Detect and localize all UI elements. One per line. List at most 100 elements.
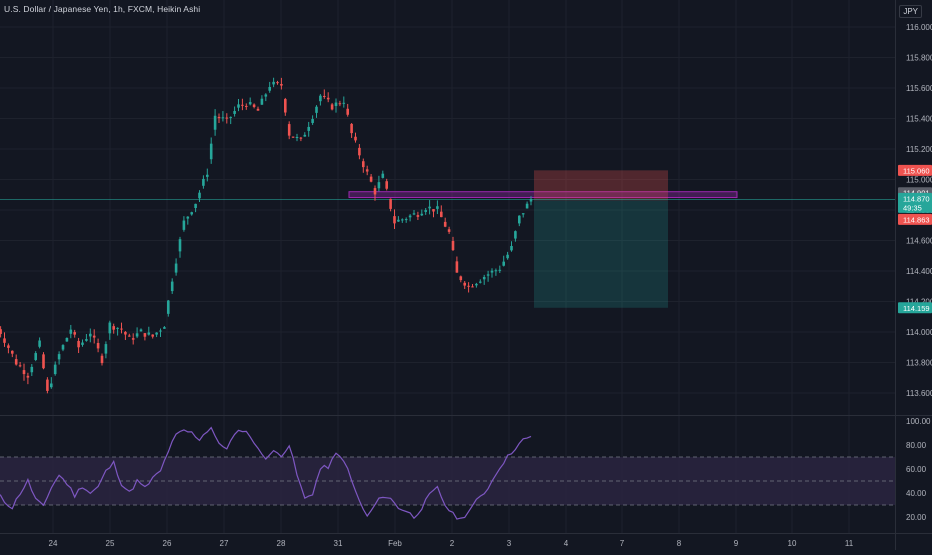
- candle-body: [81, 342, 84, 345]
- price-tick-label: 114.000: [906, 328, 932, 337]
- candle-body: [260, 98, 264, 105]
- candle-body: [213, 115, 217, 130]
- candle-body: [46, 379, 49, 391]
- candle-body: [237, 104, 240, 108]
- candle-body: [416, 215, 420, 217]
- price-label-target: 114.159: [903, 304, 930, 313]
- candle-body: [0, 329, 2, 334]
- price-label-stop: 115.060: [903, 166, 930, 175]
- candle-body: [397, 219, 400, 222]
- currency-label[interactable]: JPY: [899, 5, 922, 18]
- candle-body: [120, 328, 123, 330]
- time-tick-label: 4: [564, 539, 569, 548]
- price-tick-label: 115.400: [906, 115, 932, 124]
- time-tick-label: 2: [450, 539, 455, 548]
- symbol-title[interactable]: U.S. Dollar / Japanese Yen, 1h, FXCM, He…: [4, 4, 201, 14]
- candle-body: [241, 104, 244, 106]
- candle-body: [330, 104, 334, 110]
- candle-body: [276, 82, 279, 84]
- price-tick-label: 115.000: [906, 176, 932, 185]
- candle-body: [362, 161, 365, 168]
- candle-body: [245, 105, 248, 107]
- candle-body: [38, 340, 41, 347]
- candle-body: [22, 370, 26, 375]
- time-tick-label: 26: [163, 539, 172, 548]
- candle-body: [217, 116, 221, 119]
- candle-body: [186, 216, 190, 219]
- rsi-tick-label: 40.00: [906, 489, 927, 498]
- candle-body: [432, 209, 435, 212]
- price-label-countdown: 49:35: [903, 203, 922, 212]
- candle-body: [401, 219, 404, 221]
- candle-body: [100, 355, 104, 364]
- candle-body: [225, 117, 229, 119]
- candle-body: [482, 277, 486, 280]
- candle-body: [190, 212, 193, 215]
- candle-body: [163, 327, 166, 329]
- candle-body: [34, 353, 37, 360]
- price-label-entry: 114.863: [903, 215, 930, 224]
- candle-body: [299, 137, 303, 139]
- candle-body: [295, 136, 299, 138]
- candle-body: [77, 340, 80, 348]
- candle-body: [65, 337, 69, 342]
- candle-body: [61, 345, 65, 350]
- candle-body: [490, 270, 494, 273]
- candle-body: [155, 332, 158, 335]
- candle-body: [521, 213, 525, 215]
- candle-body: [373, 188, 377, 195]
- price-tick-label: 116.000: [906, 23, 932, 32]
- rsi-tick-label: 80.00: [906, 441, 927, 450]
- candle-body: [529, 199, 533, 202]
- price-tick-label: 113.800: [906, 359, 932, 368]
- candle-body: [291, 136, 295, 138]
- time-tick-label: 31: [334, 539, 343, 548]
- candle-body: [178, 239, 182, 252]
- candle-body: [510, 245, 513, 251]
- price-tick-label: 115.200: [906, 145, 932, 154]
- candle-body: [128, 335, 131, 337]
- candle-body: [151, 334, 154, 337]
- candle-body: [311, 119, 314, 123]
- rsi-tick-label: 20.00: [906, 513, 927, 522]
- candle-body: [53, 364, 57, 375]
- candle-body: [287, 124, 291, 136]
- time-tick-label: 9: [734, 539, 739, 548]
- candle-body: [284, 99, 287, 113]
- candle-body: [350, 123, 353, 134]
- candle-body: [209, 143, 213, 160]
- candle-body: [514, 231, 517, 239]
- price-label-last-bg: [898, 192, 932, 204]
- candle-body: [494, 270, 498, 272]
- candle-body: [424, 210, 427, 212]
- candle-body: [202, 178, 205, 186]
- candle-body: [131, 338, 135, 340]
- candle-body: [412, 213, 416, 215]
- candle-body: [463, 282, 466, 286]
- candle-body: [518, 215, 521, 224]
- candle-body: [147, 332, 151, 335]
- candle-body: [447, 229, 451, 232]
- candle-body: [408, 215, 412, 218]
- time-tick-label: 28: [277, 539, 286, 548]
- candle-body: [182, 220, 186, 230]
- candle-body: [272, 81, 275, 85]
- candle-body: [315, 106, 318, 113]
- candle-body: [338, 103, 342, 105]
- candle-body: [143, 333, 147, 337]
- candle-body: [248, 102, 252, 105]
- price-label-target-bg: [898, 302, 932, 314]
- time-tick-label: 8: [677, 539, 682, 548]
- candle-body: [26, 375, 30, 378]
- candle-body: [159, 330, 162, 332]
- price-tick-label: 115.800: [906, 54, 932, 63]
- rsi-tick-label: 100.00: [906, 417, 931, 426]
- candle-body: [486, 274, 490, 276]
- candle-body: [525, 203, 529, 209]
- time-tick-label: 27: [220, 539, 229, 548]
- candle-body: [104, 344, 108, 354]
- candle-body: [30, 366, 34, 373]
- candle-body: [471, 286, 474, 288]
